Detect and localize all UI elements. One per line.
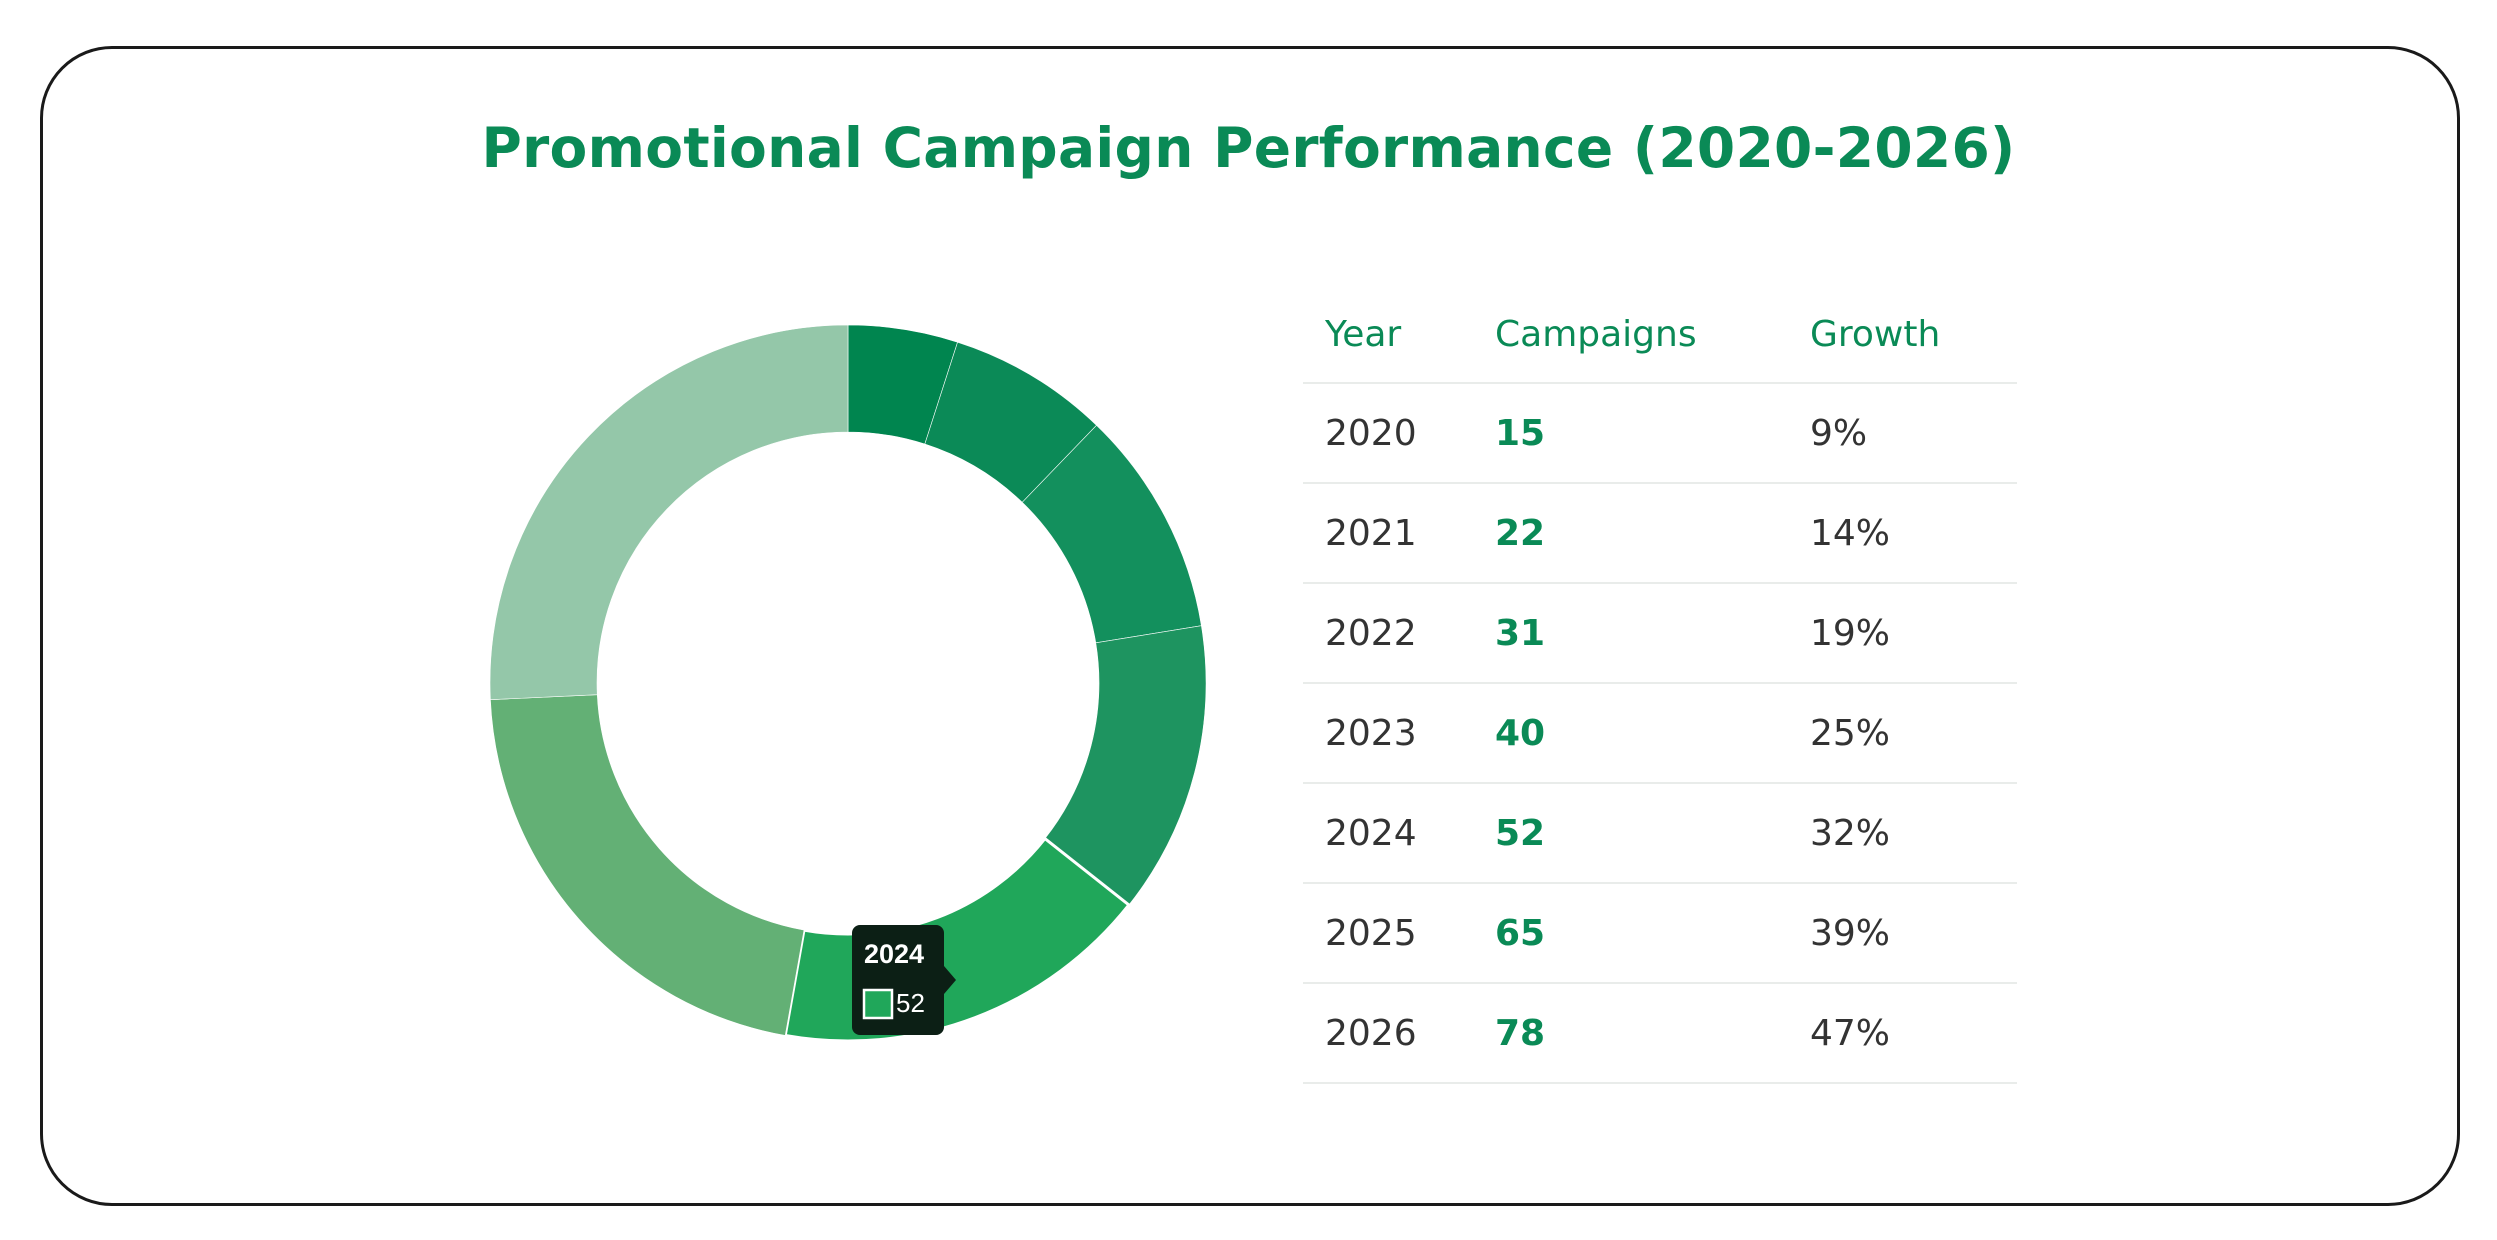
table-row: 2024 52 32% [1303,784,2017,884]
tooltip-pointer [944,966,956,994]
donut-slice-2025[interactable] [490,694,805,1036]
cell-growth: 9% [1810,412,1868,454]
cell-campaigns: 40 [1495,712,1546,754]
campaign-table: Year Campaigns Growth 2020 15 9% 2021 22… [1303,300,2017,1084]
cell-growth: 39% [1810,912,1891,954]
cell-campaigns: 65 [1495,912,1546,954]
table-row: 2025 65 39% [1303,884,2017,984]
cell-growth: 19% [1810,612,1891,654]
chart-tooltip: 2024 52 [852,925,956,1035]
cell-year: 2020 [1325,412,1417,454]
cell-year: 2023 [1325,712,1417,754]
cell-campaigns: 52 [1495,812,1546,854]
chart-title: Promotional Campaign Performance (2020-2… [481,116,2016,180]
cell-year: 2026 [1325,1012,1417,1054]
cell-growth: 25% [1810,712,1891,754]
table-row: 2023 40 25% [1303,684,2017,784]
cell-year: 2024 [1325,812,1417,854]
cell-year: 2021 [1325,512,1417,554]
cell-growth: 14% [1810,512,1891,554]
table-header-row: Year Campaigns Growth [1303,300,2017,384]
cell-year: 2022 [1325,612,1417,654]
cell-campaigns: 22 [1495,512,1546,554]
header-campaigns: Campaigns [1495,314,1697,355]
cell-growth: 47% [1810,1012,1891,1054]
donut-slice-2024[interactable] [783,836,1131,1043]
cell-campaigns: 15 [1495,412,1546,454]
tooltip-label: 2024 [864,939,924,969]
header-growth: Growth [1810,314,1941,355]
cell-growth: 32% [1810,812,1891,854]
cell-campaigns: 31 [1495,612,1546,654]
cell-campaigns: 78 [1495,1012,1546,1054]
chart-card [40,46,2460,1206]
table-row: 2020 15 9% [1303,384,2017,484]
cell-year: 2025 [1325,912,1417,954]
tooltip-value: 52 [896,988,925,1018]
table-row: 2026 78 47% [1303,984,2017,1084]
donut-slices [489,324,1207,1043]
table-row: 2022 31 19% [1303,584,2017,684]
donut-slice-2026[interactable] [489,324,849,701]
header-year: Year [1325,314,1402,355]
tooltip-swatch [862,988,894,1020]
table-row: 2021 22 14% [1303,484,2017,584]
